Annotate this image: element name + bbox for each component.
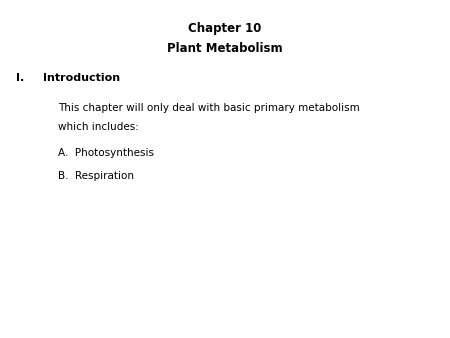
Text: which includes:: which includes: [58, 122, 140, 132]
Text: A.  Photosynthesis: A. Photosynthesis [58, 148, 154, 158]
Text: Chapter 10: Chapter 10 [188, 22, 262, 35]
Text: Introduction: Introduction [43, 73, 120, 83]
Text: Plant Metabolism: Plant Metabolism [167, 42, 283, 55]
Text: B.  Respiration: B. Respiration [58, 171, 135, 181]
Text: This chapter will only deal with basic primary metabolism: This chapter will only deal with basic p… [58, 103, 360, 113]
Text: I.: I. [16, 73, 24, 83]
